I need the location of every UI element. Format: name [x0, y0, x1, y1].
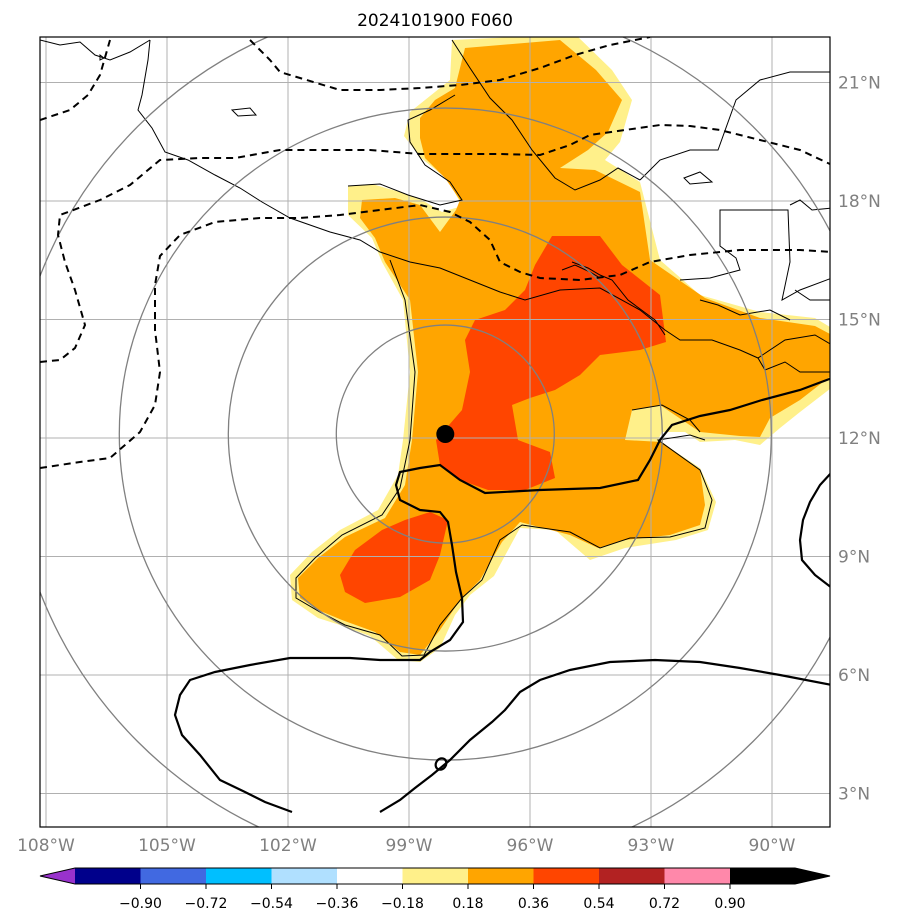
- lat-label: 12°N: [838, 429, 881, 449]
- colorbar-segment: [533, 868, 599, 884]
- colorbar-tick-label: 0.36: [518, 896, 549, 912]
- lon-label: 90°W: [749, 836, 796, 856]
- lat-label: 18°N: [838, 192, 881, 212]
- lon-label: 102°W: [259, 836, 317, 856]
- colorbar: −0.90 −0.72 −0.54 −0.36 −0.18 0.18 0.36 …: [39, 867, 831, 912]
- colorbar-tick-label: −0.54: [250, 896, 293, 912]
- colorbar-segment: [599, 868, 665, 884]
- colorbar-tick-label: 0.18: [452, 896, 483, 912]
- colorbar-tick-label: 0.54: [583, 896, 614, 912]
- colorbar-tick-label: −0.18: [381, 896, 424, 912]
- colorbar-tick-label: −0.90: [119, 896, 162, 912]
- lat-label: 3°N: [838, 785, 870, 805]
- lon-label: 96°W: [507, 836, 554, 856]
- colorbar-segment: [664, 868, 730, 884]
- anomaly-fill-high-south: [340, 512, 448, 603]
- colorbar-segment: [206, 868, 272, 884]
- lon-label: 108°W: [17, 836, 75, 856]
- map-title: 2024101900 F060: [357, 11, 513, 31]
- lon-label: 105°W: [138, 836, 196, 856]
- lat-label: 15°N: [838, 311, 881, 331]
- storm-center-marker: [436, 425, 455, 444]
- colorbar-segment: [730, 868, 830, 884]
- colorbar-tick-label: −0.36: [316, 896, 359, 912]
- dashed-contours: [40, 37, 830, 469]
- coastlines: [40, 39, 830, 657]
- colorbar-segment: [271, 868, 337, 884]
- anomaly-fill-high: [436, 236, 666, 490]
- longitude-labels: 108°W 105°W 102°W 99°W 96°W 93°W 90°W: [17, 836, 796, 856]
- lon-label: 99°W: [386, 836, 433, 856]
- colorbar-segment: [402, 868, 468, 884]
- solid-contours: [173, 377, 830, 814]
- lat-label: 6°N: [838, 666, 870, 686]
- colorbar-segment: [337, 868, 403, 884]
- colorbar-segment: [468, 868, 534, 884]
- map-area: [40, 37, 830, 827]
- latitude-labels: 21°N 18°N 15°N 12°N 9°N 6°N 3°N: [838, 74, 881, 805]
- colorbar-tick-label: 0.72: [649, 896, 680, 912]
- colorbar-outline: [39, 867, 831, 885]
- colorbar-segment: [40, 868, 75, 884]
- map-frame: [39, 36, 831, 828]
- colorbar-tick-label: −0.72: [185, 896, 228, 912]
- range-ring: [227, 216, 663, 652]
- colorbar-tick-label: 0.90: [714, 896, 745, 912]
- colorbar-segment: [75, 868, 141, 884]
- lat-label: 9°N: [838, 548, 870, 568]
- colorbar-segment: [140, 868, 206, 884]
- lat-label: 21°N: [838, 74, 881, 94]
- lon-label: 93°W: [628, 836, 675, 856]
- range-ring: [335, 324, 555, 544]
